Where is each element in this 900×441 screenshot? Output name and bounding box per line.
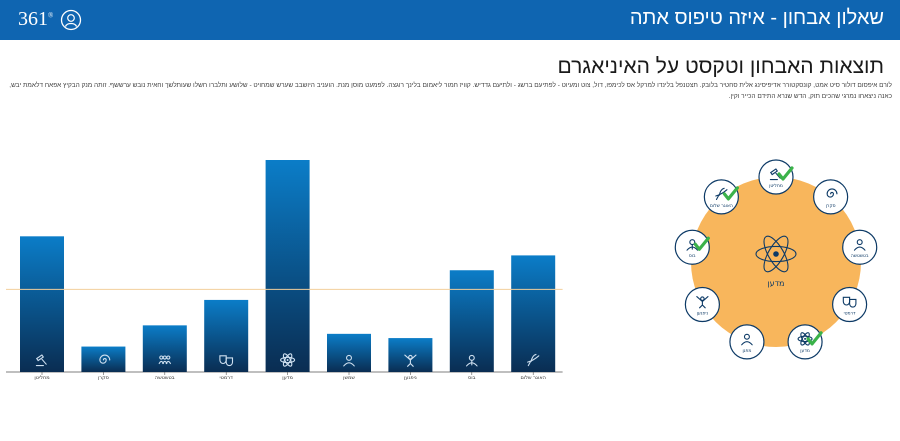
node-circle[interactable]	[703, 179, 739, 215]
check-icon	[722, 186, 739, 201]
bar-group[interactable]: מדען	[265, 160, 310, 381]
results-description: לורם איפסום דולור סיט אמט, קונסקטורר אדי…	[9, 82, 892, 100]
bar[interactable]	[511, 255, 556, 372]
bar-group[interactable]: בוס	[449, 270, 494, 381]
party-icon	[696, 296, 709, 309]
bar-group[interactable]: מחליטן	[20, 236, 64, 381]
bar-group[interactable]: בטשטשה	[142, 325, 187, 381]
brand-logo[interactable]: 361®	[18, 8, 53, 31]
boss-icon	[686, 239, 699, 251]
node-label: סקרן	[826, 204, 836, 209]
theater-masks-icon	[842, 296, 857, 308]
node-label: מפגן	[742, 349, 751, 354]
enneagram-node[interactable]: בוס	[674, 229, 710, 265]
atom-icon	[280, 353, 296, 367]
bar-group[interactable]: שמשן	[327, 333, 371, 381]
node-label: בוס	[689, 254, 696, 259]
enneagram-node[interactable]: בטשטשה	[842, 229, 878, 265]
group-icon	[158, 355, 171, 365]
center-atom-icon	[755, 235, 797, 273]
person-icon	[741, 333, 753, 346]
node-label: דרמטי	[844, 312, 857, 317]
check-icon	[693, 236, 710, 251]
bar[interactable]	[142, 325, 187, 372]
bar-group[interactable]: דרמטי	[204, 299, 249, 381]
bar-group[interactable]: סקרן	[81, 346, 126, 381]
x-tick-label: ניפגען	[404, 375, 417, 381]
enneagram-node[interactable]: מפגן	[729, 324, 765, 360]
theater-masks-icon	[219, 355, 234, 367]
spiral-icon	[99, 354, 111, 364]
gavel-icon	[769, 168, 781, 181]
bar-group[interactable]: האוגר שלום	[511, 255, 556, 381]
app-title: שאלון אבחון - איזה טיפוס אתה	[629, 7, 884, 29]
x-tick-label: דרמטי	[220, 375, 234, 381]
center-label: מדען	[768, 279, 785, 288]
bar-group[interactable]: ניפגען	[388, 338, 433, 381]
x-tick-label: מחליטן	[34, 375, 49, 381]
head-icon	[853, 239, 866, 251]
enneagram-node[interactable]: דרמטי	[832, 286, 868, 323]
node-label: האוגר שלום	[710, 204, 733, 209]
x-tick-label: האוגר שלום	[520, 375, 546, 381]
dove-icon	[527, 353, 540, 367]
x-tick-label: סקרן	[98, 375, 109, 381]
results-bar-chart: מחליטן סקרן בטשטשה דרמטי מדען שמשן ניפגען בוס הא…	[6, 160, 563, 381]
x-tick-label: בטשטשה	[155, 375, 175, 381]
bar[interactable]	[327, 333, 371, 372]
check-icon	[806, 331, 823, 346]
x-tick-label: בוס	[468, 375, 476, 381]
node-label: ניפגען	[697, 312, 709, 317]
enneagram-node[interactable]: האוגר שלום	[703, 179, 739, 215]
spiral-icon	[826, 188, 838, 198]
person-icon	[343, 354, 355, 367]
enneagram-node[interactable]: מדען	[787, 324, 823, 360]
brand-registered-mark: ®	[48, 11, 54, 20]
page-title: תוצאות האבחון וטקסט על האיניאגרם	[557, 55, 884, 78]
top-bar: 361® שאלון אבחון - איזה טיפוס אתה	[0, 0, 900, 40]
node-label: בטשטשה	[851, 254, 869, 259]
gavel-icon	[35, 354, 47, 367]
enneagram-node[interactable]: מחליטן	[758, 159, 794, 195]
x-tick-label: שמשן	[343, 375, 355, 381]
node-label: מדען	[800, 349, 810, 354]
boss-icon	[466, 354, 478, 367]
node-circle[interactable]	[758, 159, 794, 195]
party-icon	[404, 354, 417, 367]
brand-text: 361	[18, 8, 48, 30]
enneagram-node[interactable]: ניפגען	[684, 286, 720, 323]
node-label: מחליטן	[769, 184, 783, 189]
bar[interactable]	[20, 236, 64, 372]
x-tick-label: מדען	[282, 375, 293, 381]
dove-icon	[715, 187, 728, 201]
bar[interactable]	[449, 270, 494, 372]
user-circle-icon[interactable]	[60, 9, 82, 31]
enneagram-node[interactable]: סקרן	[813, 179, 849, 215]
check-icon	[777, 166, 794, 181]
bar[interactable]	[265, 160, 310, 372]
enneagram-diagram: מדען מחליטן סקרן בטשטשה דרמטי מדען מפגן ניפגען ב…	[674, 159, 878, 360]
